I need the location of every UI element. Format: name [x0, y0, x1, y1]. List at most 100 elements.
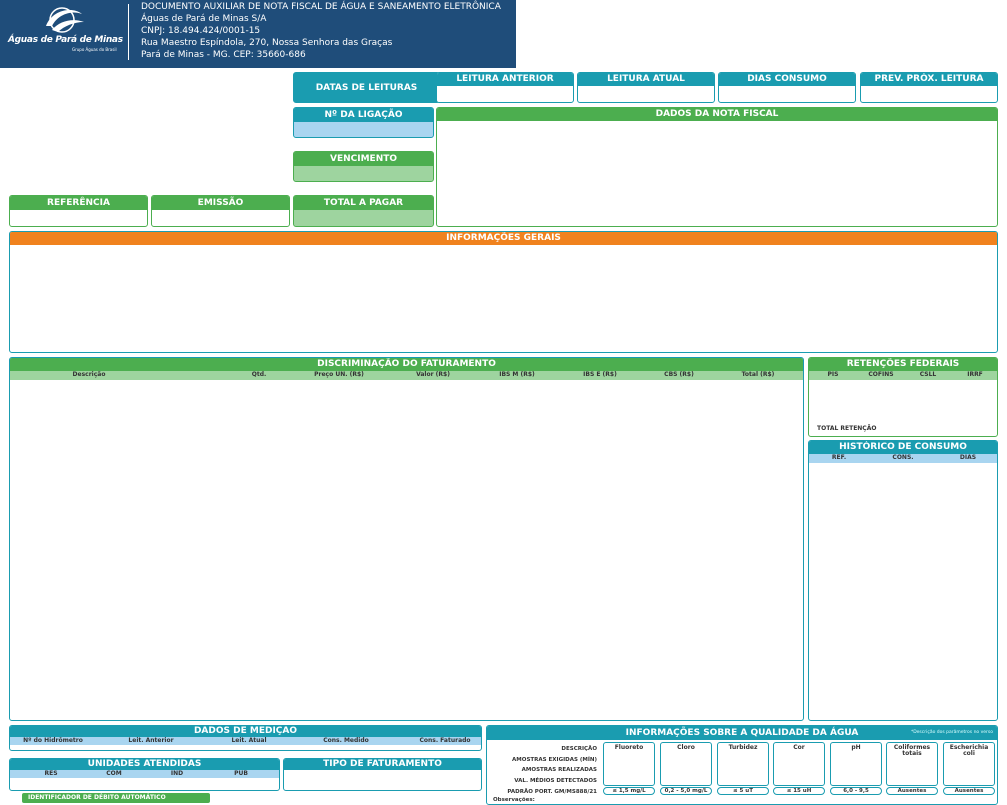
connection-field-title: Nº DA LIGAÇÃO [294, 108, 433, 122]
history-column: REF. [831, 454, 847, 461]
quality-parameter-box: Coliformes totais [886, 742, 938, 786]
retention-column: IRRF [967, 371, 983, 378]
logo-icon [46, 7, 84, 33]
general-info: INFORMAÇÕES GERAIS [9, 231, 998, 353]
reading-field-title: PREV. PRÓX. LEITURA [861, 73, 997, 86]
quality-parameter: Coliformes totais [893, 744, 931, 757]
quality-parameter: Escherichia coli [949, 744, 989, 757]
quality-parameter: Cloro [677, 744, 695, 751]
retention-total: TOTAL RETENÇÃO [817, 425, 877, 432]
quality-standard: Ausentes [886, 787, 938, 795]
measurement-column: Leit. Atual [231, 737, 267, 744]
quality-row-label: AMOSTRAS EXIGIDAS (MÍN) [512, 757, 597, 763]
retention-column: COFINS [868, 371, 894, 378]
billing-column: Qtd. [251, 371, 267, 378]
billing-type-title: TIPO DE FATURAMENTO [284, 759, 481, 770]
measurement-column: Cons. Faturado [419, 737, 471, 744]
billing-column: Descrição [72, 371, 106, 378]
quality-row-label: DESCRIÇÃO [561, 746, 597, 752]
billing-column: Total (R$) [741, 371, 775, 378]
quality-standard: Ausentes [943, 787, 995, 795]
company-line: CNPJ: 18.494.424/0001-15 [141, 26, 261, 36]
measurement-column: Leit. Anterior [128, 737, 174, 744]
invoice-data: DADOS DA NOTA FISCAL [436, 107, 998, 227]
header: Águas de Pará de Minas Grupo Águas do Br… [0, 0, 516, 68]
reading-field-title: LEITURA ATUAL [578, 73, 714, 86]
quality-parameter-box: Cor [773, 742, 825, 786]
reference-field: REFERÊNCIA [9, 195, 148, 227]
quality-row-label: AMOSTRAS REALIZADAS [521, 767, 597, 773]
billing-columns-bar [10, 371, 803, 380]
units-title: UNIDADES ATENDIDAS [10, 759, 279, 770]
quality-standard: 0,2 - 5,0 mg/L [660, 787, 712, 795]
reading-field: DIAS CONSUMO [718, 72, 856, 103]
quality-parameter-box: pH [830, 742, 882, 786]
reading-field: PREV. PRÓX. LEITURA [860, 72, 998, 103]
logo-subtext: Grupo Águas do Brasil [72, 47, 117, 52]
quality-standard: ≤ 1,5 mg/L [603, 787, 655, 795]
due-date-field-title: VENCIMENTO [294, 152, 433, 166]
auto-debit: IDENTIFICADOR DE DÉBITO AUTOMÁTICO [22, 793, 210, 803]
retentions-columns-bar [809, 371, 997, 380]
measurement-column: Cons. Medido [323, 737, 369, 744]
company-line: Rua Maestro Espíndola, 270, Nossa Senhor… [141, 38, 393, 48]
history-column: DIAS [959, 454, 977, 461]
company-line: Águas de Pará de Minas S/A [141, 14, 267, 24]
connection-field: Nº DA LIGAÇÃO [293, 107, 434, 138]
retentions-title: RETENÇÕES FEDERAIS [809, 358, 997, 371]
quality-parameter: Turbidez [728, 744, 758, 751]
history-title: HISTÓRICO DE CONSUMO [809, 441, 997, 454]
total-field: TOTAL A PAGAR [293, 195, 434, 227]
issue-field: EMISSÃO [151, 195, 290, 227]
billing-column: Valor (R$) [416, 371, 450, 378]
quality-standard: ≤ 15 uH [773, 787, 825, 795]
history-columns-bar [809, 454, 997, 463]
quality-parameter-box: Escherichia coli [943, 742, 995, 786]
quality-observations: Observações: [493, 797, 535, 803]
reading-field-title: DIAS CONSUMO [719, 73, 855, 86]
quality-parameter: Cor [793, 744, 805, 751]
measurement-column: Nº do Hidrômetro [23, 737, 83, 744]
units-column: RES [44, 770, 58, 777]
billing-column: Preço UN. (R$) [314, 371, 364, 378]
reference-field-title: REFERÊNCIA [10, 196, 147, 210]
billing-column: IBS E (R$) [583, 371, 617, 378]
units-column: PUB [234, 770, 248, 777]
quality-parameter: pH [851, 744, 861, 751]
reading-field: LEITURA ANTERIOR [436, 72, 574, 103]
reading-field-title: LEITURA ANTERIOR [437, 73, 573, 86]
readings-dates: DATAS DE LEITURAS [293, 72, 440, 103]
reading-field: LEITURA ATUAL [577, 72, 715, 103]
quality-parameter-box: Cloro [660, 742, 712, 786]
measurement: DADOS DE MEDIÇÃO Nº do Hidrômetro Leit. An… [9, 725, 482, 751]
quality-standard: 6,0 - 9,5 [830, 787, 882, 795]
divider [128, 4, 129, 60]
logo-text: Águas de Pará de Minas [8, 35, 123, 45]
company-line: DOCUMENTO AUXILIAR DE NOTA FISCAL DE ÁGU… [141, 2, 501, 12]
billing: DISCRIMINAÇÃO DO FATURAMENTO Descrição Qtd… [9, 357, 804, 721]
water-quality: INFORMAÇÕES SOBRE A QUALIDADE DA ÁGUA *De… [486, 725, 998, 805]
quality-row-label: VAL. MÉDIOS DETECTADOS [514, 778, 597, 784]
invoice-data-title: DADOS DA NOTA FISCAL [437, 108, 997, 121]
units-column: COM [106, 770, 122, 777]
readings-dates-title: DATAS DE LEITURAS [294, 73, 439, 102]
billing-type: TIPO DE FATURAMENTO [283, 758, 482, 791]
units: UNIDADES ATENDIDAS RES COM IND PUB [9, 758, 280, 791]
billing-column: CBS (R$) [664, 371, 694, 378]
quality-note: *Descrição dos parâmetros no verso [910, 730, 993, 735]
measurement-title: DADOS DE MEDIÇÃO [10, 726, 481, 737]
issue-field-title: EMISSÃO [152, 196, 289, 210]
history-column: CONS. [892, 454, 914, 461]
measurement-columns-bar [10, 737, 481, 745]
general-info-title: INFORMAÇÕES GERAIS [10, 232, 997, 245]
retentions: RETENÇÕES FEDERAIS PIS COFINS CSLL IRRF TOTAL… [808, 357, 998, 437]
quality-standard: ≤ 5 uT [717, 787, 769, 795]
history: HISTÓRICO DE CONSUMO REF. CONS. DIAS [808, 440, 998, 721]
quality-parameter-box: Turbidez [717, 742, 769, 786]
company-line: Pará de Minas - MG. CEP: 35660-686 [141, 50, 306, 60]
due-date-field: VENCIMENTO [293, 151, 434, 182]
billing-column: IBS M (R$) [499, 371, 535, 378]
total-field-title: TOTAL A PAGAR [294, 196, 433, 210]
water-quality-title: INFORMAÇÕES SOBRE A QUALIDADE DA ÁGUA [487, 726, 997, 740]
